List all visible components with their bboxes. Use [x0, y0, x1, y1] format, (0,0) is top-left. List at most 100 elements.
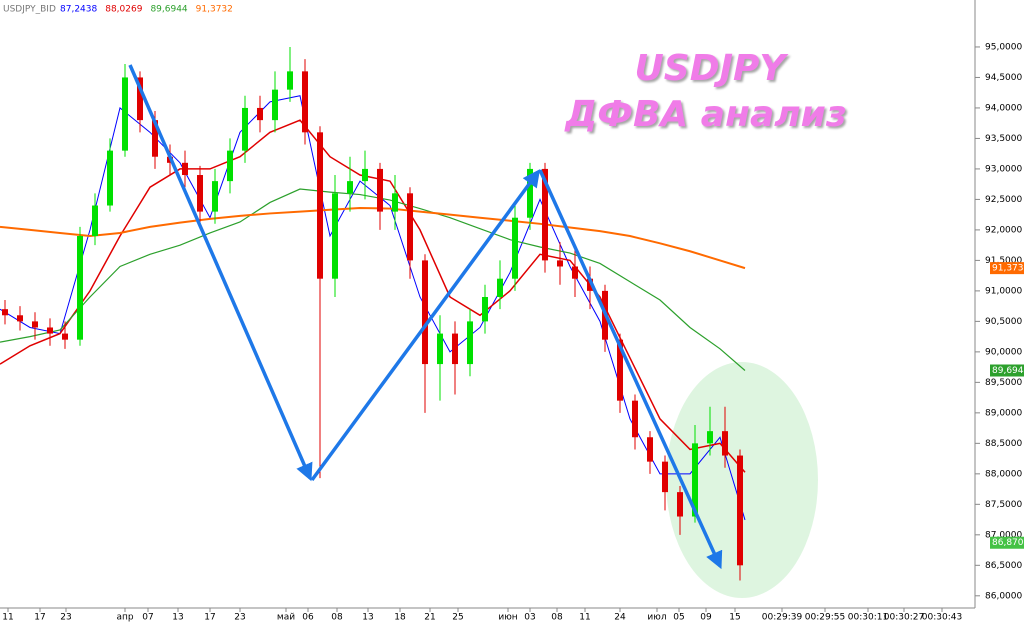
price-tag — [990, 262, 1024, 275]
candle-body — [377, 168, 383, 212]
candle-body — [557, 260, 563, 267]
candle-body — [287, 71, 293, 90]
x-tick-label: 21 — [424, 613, 435, 623]
candle-body — [182, 162, 188, 176]
y-tick-label: 92,5000 — [985, 195, 1022, 205]
moving-average — [0, 206, 746, 270]
x-tick-label: 05 — [673, 613, 684, 623]
price-tag-label: 91,3732 — [992, 264, 1024, 274]
candle-body — [407, 193, 413, 261]
candle-body — [362, 168, 368, 182]
y-tick-label: 87,0000 — [985, 530, 1022, 540]
x-tick-label: 11 — [2, 613, 13, 623]
chart-title: USDJPY — [635, 48, 790, 89]
price-tag-label: 89,6944 — [992, 366, 1024, 376]
candle-body — [512, 217, 518, 279]
legend-value: 89,6944 — [150, 5, 187, 15]
candle-body — [467, 321, 473, 365]
y-tick-label: 86,5000 — [985, 561, 1022, 571]
y-tick-label: 93,0000 — [985, 164, 1022, 174]
x-tick-label: 11 — [579, 613, 590, 623]
y-tick-label: 88,5000 — [985, 439, 1022, 449]
x-tick-label: 07 — [142, 613, 153, 623]
moving-average — [0, 119, 746, 473]
x-tick-label: 17 — [34, 613, 45, 623]
legend-value: 88,0269 — [105, 5, 142, 15]
last-price-tag — [990, 536, 1024, 549]
candle-body — [632, 400, 638, 438]
candle-body — [2, 309, 8, 316]
y-tick-label: 86,0000 — [985, 591, 1022, 601]
x-tick-label: 13 — [362, 613, 373, 623]
x-tick-label: 23 — [234, 613, 245, 623]
x-tick-label: 15 — [729, 613, 740, 623]
candle-body — [692, 443, 698, 517]
candle-body — [347, 181, 353, 194]
x-tick-label: 08 — [551, 613, 563, 623]
candle-body — [317, 132, 323, 279]
candle-body — [92, 205, 98, 237]
candle-body — [257, 107, 263, 121]
y-tick-label: 94,0000 — [985, 103, 1022, 113]
price-tag — [990, 364, 1024, 377]
x-tick-label: июл — [647, 613, 666, 623]
y-tick-label: 92,0000 — [985, 225, 1022, 235]
candle-body — [572, 266, 578, 279]
candle-body — [527, 168, 533, 218]
candle-body — [212, 181, 218, 212]
candle-body — [62, 333, 68, 340]
y-tick-label: 93,5000 — [985, 134, 1022, 144]
candle-body — [47, 327, 53, 334]
y-tick-label: 87,5000 — [985, 500, 1022, 510]
x-tick-label: 00:30:27 — [884, 613, 924, 623]
x-tick-label: апр — [116, 613, 133, 623]
x-tick-label: 23 — [60, 613, 71, 623]
candle-body — [422, 260, 428, 365]
arrow — [128, 64, 313, 482]
y-tick-label: 89,0000 — [985, 408, 1022, 418]
y-tick-label: 91,5000 — [985, 256, 1022, 266]
legend: USDJPY_BID 87,2438 88,0269 89,6944 91,3732 — [3, 5, 233, 15]
x-tick-label: 00:30:43 — [922, 613, 962, 623]
y-tick-label: 91,0000 — [985, 286, 1022, 296]
arrow — [310, 169, 541, 482]
candle-body — [437, 333, 443, 365]
x-tick-label: 06 — [302, 613, 314, 623]
candle-body — [617, 339, 623, 401]
candle-body — [497, 278, 503, 297]
candle-body — [137, 77, 143, 121]
x-tick-label: 24 — [614, 613, 626, 623]
x-tick-label: 00:30:11 — [848, 613, 888, 623]
x-tick-label: июн — [498, 613, 517, 623]
x-tick-label: 03 — [524, 613, 535, 623]
x-tick-label: 17 — [204, 613, 215, 623]
axes: 86,0000 86,5000 87,0000 87,5000 88,0000 88,50… — [2, 42, 1024, 623]
candle-body — [227, 150, 233, 182]
y-tick-label: 90,5000 — [985, 317, 1022, 327]
candle-body — [122, 77, 128, 151]
candle-body — [392, 193, 398, 212]
candle-body — [32, 321, 38, 328]
y-tick-label: 90,0000 — [985, 347, 1022, 357]
candle-body — [107, 150, 113, 206]
x-tick-label: 09 — [700, 613, 712, 623]
candle-body — [482, 296, 488, 322]
x-tick-label: май — [277, 613, 295, 623]
last-price-label: 86,8700 — [992, 538, 1024, 548]
candle-body — [197, 175, 203, 212]
candle-body — [332, 193, 338, 279]
x-tick-label: 25 — [452, 613, 463, 623]
arrow — [538, 169, 723, 570]
candle-body — [77, 236, 83, 340]
candle-body — [707, 431, 713, 444]
y-tick-label: 88,0000 — [985, 469, 1022, 479]
x-tick-label: 00:29:55 — [805, 613, 845, 623]
y-axis-panel — [975, 0, 1024, 625]
candle-body — [662, 461, 668, 493]
candle-body — [587, 278, 593, 291]
legend-value: 87,2438 — [60, 5, 97, 15]
x-tick-label: 13 — [172, 613, 183, 623]
candle-body — [242, 107, 248, 151]
